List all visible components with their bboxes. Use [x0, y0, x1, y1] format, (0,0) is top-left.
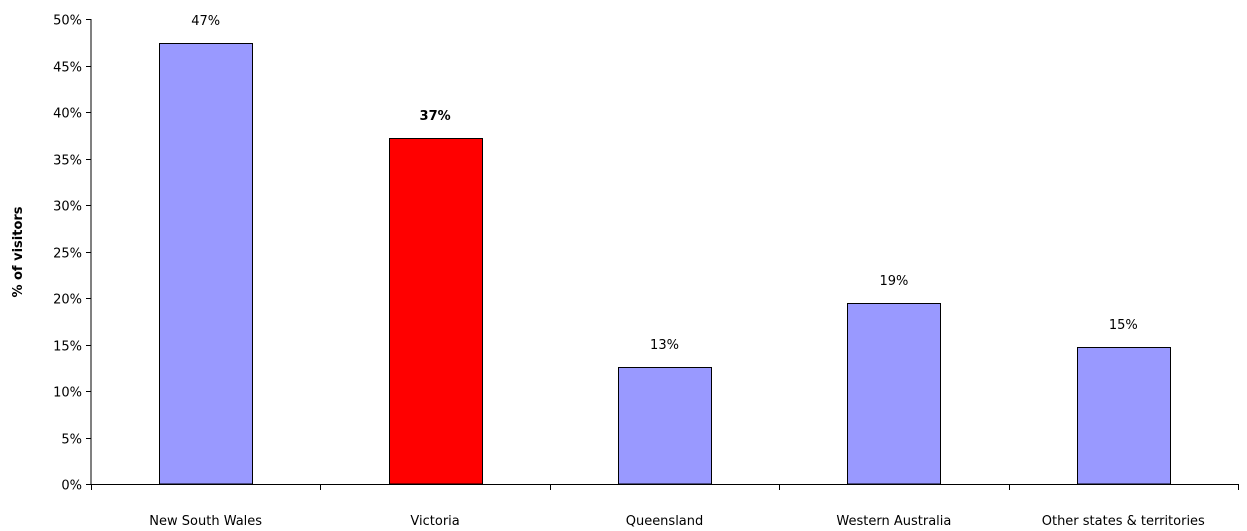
- x-axis: [91, 484, 1239, 490]
- y-tick-label: 10%: [53, 386, 82, 401]
- category-labels: New South Wales Victoria Queensland Western…: [149, 514, 1205, 529]
- y-tick-label: 5%: [61, 433, 82, 448]
- bar-queensland: [618, 367, 712, 485]
- bar-western-australia: [847, 303, 941, 485]
- y-tick-label: 50%: [53, 14, 82, 29]
- category-label: Victoria: [410, 514, 459, 529]
- y-tick-label: 15%: [53, 340, 82, 355]
- bar-victoria: [389, 138, 483, 485]
- category-label: New South Wales: [149, 514, 262, 529]
- y-tick-label: 35%: [53, 154, 82, 169]
- y-tick-label: 45%: [53, 61, 82, 76]
- data-label: 19%: [879, 274, 908, 289]
- y-axis: 0% 5% 10% 15% 20% 25% 30% 35% 40% 45% 50%: [53, 14, 92, 494]
- y-tick-label: 20%: [53, 293, 82, 308]
- data-label: 37%: [420, 109, 451, 124]
- data-labels: 47% 37% 13% 19% 15%: [191, 14, 1138, 353]
- data-label: 47%: [191, 14, 220, 29]
- y-axis-title: % of visitors: [11, 206, 26, 297]
- data-label: 15%: [1109, 318, 1138, 333]
- y-tick-label: 40%: [53, 107, 82, 122]
- y-tick-label: 30%: [53, 200, 82, 215]
- bar-other-states-territories: [1077, 347, 1171, 485]
- y-tick-label: 0%: [61, 479, 82, 494]
- category-label: Queensland: [626, 514, 704, 529]
- data-label: 13%: [650, 338, 679, 353]
- bar-series: [159, 43, 1171, 485]
- bar-new-south-wales: [159, 43, 253, 485]
- y-tick-label: 25%: [53, 247, 82, 262]
- category-label: Western Australia: [836, 514, 951, 529]
- category-label: Other states & territories: [1042, 514, 1205, 529]
